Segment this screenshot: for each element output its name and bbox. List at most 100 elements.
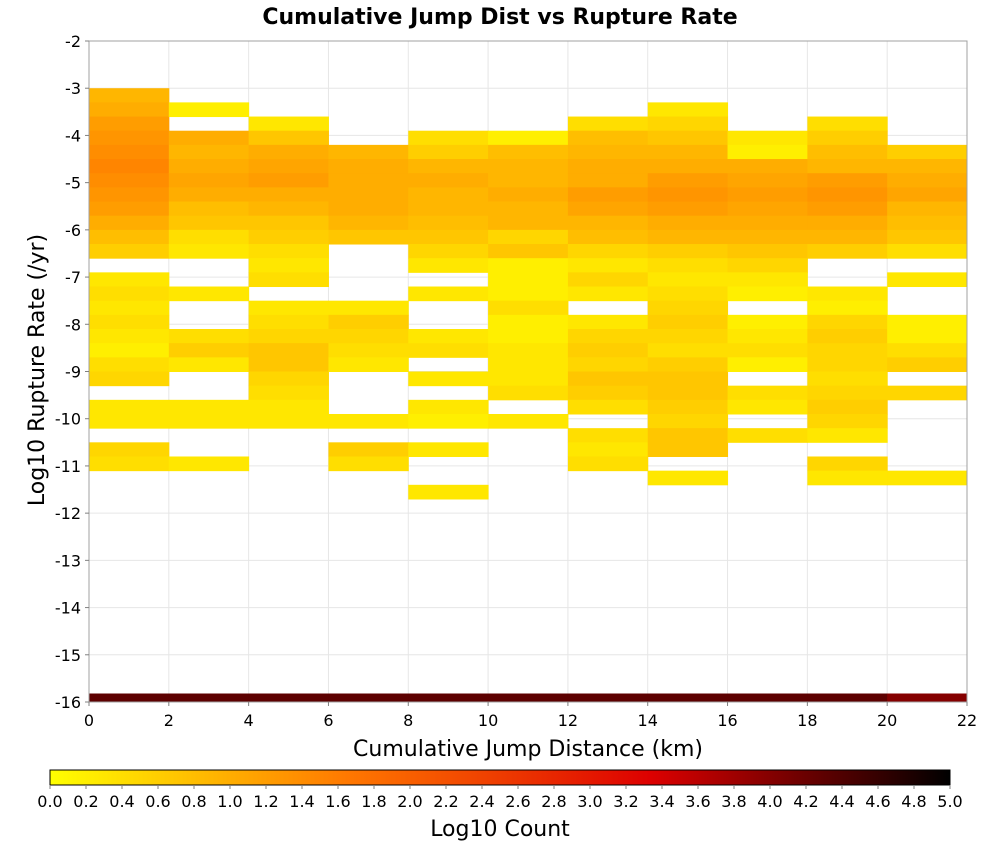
heatmap-cell	[328, 456, 409, 472]
y-tick-label: -15	[55, 646, 81, 665]
heatmap-cell	[248, 343, 329, 358]
heatmap-cell	[168, 357, 250, 372]
heatmap-cell	[248, 357, 329, 372]
heatmap-cell	[168, 329, 250, 344]
heatmap-cell	[488, 244, 569, 259]
y-tick-label: -16	[55, 693, 81, 712]
colorbar-ticks: 0.0 0.2 0.4 0.6 0.8 1.0 1.2 1.4 1.6 1.8 2.0 2.2 2.4 2…	[37, 785, 963, 811]
heatmap-cell	[89, 159, 170, 174]
heatmap-cell-bottom	[248, 693, 329, 702]
heatmap-cell	[408, 329, 489, 344]
heatmap-cell	[567, 144, 649, 160]
heatmap-cell	[727, 187, 808, 203]
heatmap-cell	[89, 357, 170, 372]
colorbar-tick-label: 0.4	[109, 792, 134, 811]
heatmap-cell	[887, 187, 968, 203]
heatmap-cell	[248, 144, 329, 160]
heatmap-cell	[328, 187, 409, 203]
heatmap-cell	[488, 229, 569, 245]
heatmap-cell	[567, 201, 649, 217]
heatmap-cell-bottom	[168, 693, 250, 702]
heatmap-cell	[727, 244, 808, 259]
colorbar-tick-label: 4.6	[865, 792, 890, 811]
heatmap-cell	[807, 399, 888, 415]
heatmap-cell	[727, 130, 808, 146]
colorbar-tick-label: 0.0	[37, 792, 62, 811]
heatmap-cell	[807, 470, 888, 486]
heatmap-cell	[727, 428, 808, 443]
x-tick-label: 22	[957, 711, 977, 730]
heatmap-cell	[168, 456, 250, 472]
heatmap-cell-bottom	[727, 693, 808, 702]
heatmap-cell	[887, 329, 968, 344]
heatmap-cell	[647, 371, 729, 387]
heatmap-cell	[488, 159, 569, 174]
heatmap-cell	[408, 371, 489, 387]
heatmap-cell-bottom	[328, 693, 409, 702]
colorbar-tick-label: 1.8	[361, 792, 386, 811]
colorbar-tick-label: 5.0	[937, 792, 962, 811]
y-tick-label: -4	[65, 126, 81, 145]
heatmap-cell	[488, 300, 569, 316]
y-tick-label: -10	[55, 410, 81, 429]
heatmap-cell	[408, 215, 489, 231]
heatmap-cell	[887, 215, 968, 231]
colorbar-tick-label: 1.4	[289, 792, 314, 811]
heatmap-cell	[328, 201, 409, 217]
heatmap-cell	[807, 413, 888, 429]
heatmap-cell	[647, 357, 729, 372]
heatmap-cell	[887, 144, 968, 160]
heatmap-cell	[89, 215, 170, 231]
heatmap-cell	[807, 300, 888, 316]
heatmap-cell	[168, 187, 250, 203]
heatmap-cell	[488, 258, 569, 273]
x-tick-label: 6	[323, 711, 333, 730]
heatmap-cell	[168, 229, 250, 245]
heatmap-cell	[647, 229, 729, 245]
heatmap-cell	[328, 159, 409, 174]
heatmap-cell	[408, 144, 489, 160]
heatmap-cell	[807, 343, 888, 358]
heatmap-cell	[647, 116, 729, 132]
heatmap-cell	[647, 428, 729, 443]
y-axis-title: Log10 Rupture Rate (/yr)	[25, 234, 50, 506]
colorbar	[49, 769, 951, 786]
heatmap-cell	[328, 300, 409, 316]
colorbar-tick-label: 3.2	[613, 792, 638, 811]
colorbar-tick-label: 4.8	[901, 792, 926, 811]
heatmap-cell	[807, 314, 888, 330]
heatmap-cell	[488, 371, 569, 387]
heatmap-cell	[807, 229, 888, 245]
heatmap-cell	[488, 314, 569, 330]
heatmap-cell	[328, 442, 409, 457]
y-tick-label: -6	[65, 221, 81, 240]
heatmap-cell	[567, 456, 649, 472]
heatmap-cell	[168, 286, 250, 302]
colorbar-tick-label: 2.0	[397, 792, 422, 811]
heatmap-cell	[647, 343, 729, 358]
heatmap-cell	[807, 187, 888, 203]
heatmap-cell	[887, 272, 968, 288]
heatmap-cell	[887, 470, 968, 486]
heatmap-cell	[567, 159, 649, 174]
heatmap-cell	[248, 229, 329, 245]
heatmap-cell	[647, 470, 729, 486]
heatmap-cell	[488, 286, 569, 302]
heatmap-cell	[89, 88, 170, 103]
heatmap-cell	[488, 329, 569, 344]
colorbar-tick-label: 3.6	[685, 792, 710, 811]
heatmap-cell	[567, 272, 649, 288]
y-tick-label: -7	[65, 268, 81, 287]
heatmap-cell	[168, 144, 250, 160]
heatmap-cell	[807, 329, 888, 344]
heatmap-cell	[488, 357, 569, 372]
y-tick-label: -12	[55, 504, 81, 523]
heatmap-cell	[807, 173, 888, 188]
heatmap-cell	[488, 130, 569, 146]
heatmap-cell	[488, 173, 569, 188]
heatmap-cell	[488, 215, 569, 231]
heatmap-cell	[647, 329, 729, 344]
heatmap-cell	[647, 314, 729, 330]
heatmap-cell	[727, 329, 808, 344]
